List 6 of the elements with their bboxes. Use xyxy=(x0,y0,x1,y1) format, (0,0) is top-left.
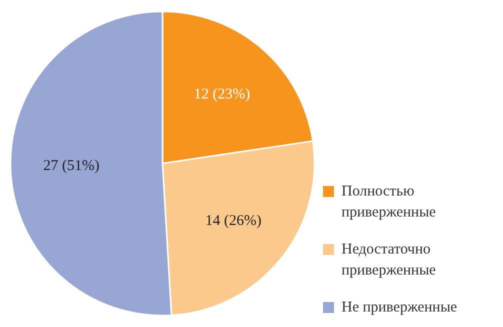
legend-label: Полностью приверженные xyxy=(342,184,436,220)
legend-label: Не приверженные xyxy=(342,300,458,316)
data-label: 14 (26%) xyxy=(205,212,262,229)
legend-label: Недостаточно приверженные xyxy=(342,242,436,278)
data-label: 12 (23%) xyxy=(194,86,250,102)
data-label: 27 (51%) xyxy=(43,158,100,174)
